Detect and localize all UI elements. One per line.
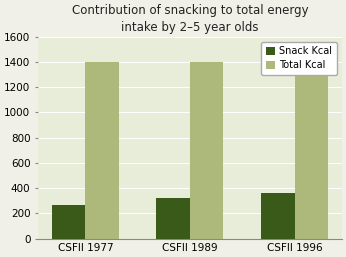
- Bar: [190, 62, 224, 239]
- Bar: [294, 48, 328, 239]
- Legend: Snack Kcal, Total Kcal: Snack Kcal, Total Kcal: [261, 42, 337, 75]
- Bar: [156, 198, 190, 239]
- Title: Contribution of snacking to total energy
intake by 2–5 year olds: Contribution of snacking to total energy…: [72, 4, 308, 34]
- Bar: [85, 62, 119, 239]
- Bar: [52, 205, 85, 239]
- Bar: [261, 192, 294, 239]
